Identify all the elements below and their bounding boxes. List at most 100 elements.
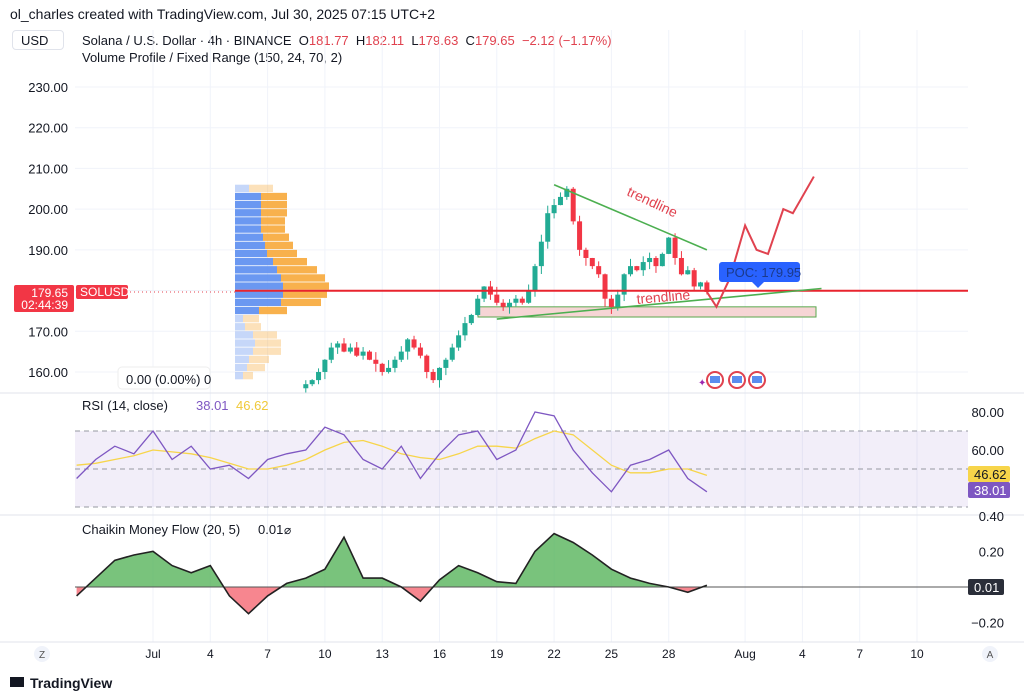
candle [494, 294, 500, 303]
time-tick-label: 28 [662, 647, 676, 661]
volume-profile-up-bar [235, 184, 249, 193]
tradingview-logo-icon [10, 677, 24, 687]
volume-legend: 0.00 (0.00%) 0 [126, 372, 211, 387]
candle [647, 257, 653, 263]
currency-button[interactable]: USD [12, 30, 64, 50]
rsi-label[interactable]: RSI (14, close) [82, 398, 168, 413]
cmf-label[interactable]: Chaikin Money Flow (20, 5) [82, 522, 240, 537]
volume-profile-legend[interactable]: Volume Profile / Fixed Range (150, 24, 7… [82, 50, 343, 65]
cmf-pane: 0.40 0.20 −0.20 0.01 [75, 509, 1004, 631]
time-axis[interactable]: Jul 4 7 10 13 16 19 22 25 28 Aug 4 7 10 [145, 647, 924, 661]
candle [500, 302, 506, 307]
zoom-reset-button[interactable]: Z [34, 646, 50, 662]
symbol-legend[interactable]: Solana / U.S. Dollar · 4h · BINANCE O181… [82, 33, 612, 48]
candle [545, 213, 551, 242]
time-tick-label: 13 [376, 647, 390, 661]
candle [659, 253, 665, 267]
z-button-label: Z [39, 650, 45, 661]
volume-profile-down-bar [277, 266, 317, 274]
candle [398, 351, 404, 360]
volume-profile-up-bar [235, 298, 281, 307]
us-flag-event-icon-fill [710, 376, 720, 383]
rsi-tag [968, 482, 1010, 498]
candle [666, 237, 672, 254]
candle [373, 359, 379, 364]
volume-profile-down-bar [261, 192, 287, 201]
symbol-name: Solana / U.S. Dollar · 4h · BINANCE [82, 33, 292, 48]
volume-profile-down-bar [243, 314, 259, 323]
volume-profile-down-bar [263, 233, 289, 241]
grid [75, 30, 968, 642]
candle [551, 205, 557, 214]
open-label: O [298, 33, 309, 48]
candle [456, 335, 462, 348]
trendline-label-lower: trendline [636, 286, 691, 307]
volume-profile-down-bar [245, 323, 261, 331]
price-tick-label: 190.00 [28, 243, 68, 258]
candle [602, 274, 608, 299]
open-value: 181.77 [308, 33, 349, 48]
us-flag-event-icon-fill [752, 376, 762, 383]
economic-events[interactable]: ✦ [698, 371, 766, 389]
volume-profile-up-bar [235, 217, 261, 225]
candle [621, 274, 627, 295]
candle [316, 371, 322, 381]
volume-profile-up-bar [235, 306, 259, 315]
volume-profile-up-bar [235, 363, 247, 372]
volume-profile-up-bar [235, 314, 243, 323]
cmf-tick-label: 0.40 [979, 509, 1004, 524]
candle [653, 257, 659, 267]
time-tick-label: 7 [856, 647, 863, 661]
time-tick-label: 16 [433, 647, 447, 661]
candle [583, 249, 589, 258]
price-tick-label: 170.00 [28, 324, 68, 339]
volume-profile-down-bar [261, 209, 287, 217]
chart-credit: ol_charles created with TradingView.com,… [10, 6, 436, 22]
price-tag-price: 179.65 [31, 286, 68, 300]
hidden-eye-icon[interactable]: ⌀ [284, 523, 291, 537]
candle [698, 282, 704, 287]
price-axis[interactable]: 230.00 220.00 210.00 200.00 190.00 170.00 160.… [28, 80, 68, 380]
tradingview-logo[interactable]: TradingView [10, 675, 112, 691]
candle [360, 351, 366, 356]
volume-profile-up-bar [235, 323, 245, 331]
rsi-tag-value: 38.01 [974, 483, 1007, 498]
volume-profile-down-bar [255, 339, 281, 347]
candle [640, 262, 646, 271]
volume-profile-down-bar [261, 225, 285, 233]
candle [507, 302, 513, 307]
candle [322, 359, 328, 372]
candle [437, 367, 442, 381]
time-tick-label: 4 [799, 647, 806, 661]
poc-label-text: POC: 179.95 [726, 265, 801, 280]
projection-path[interactable] [706, 176, 815, 309]
volume-profile-down-bar [243, 371, 253, 380]
candle [589, 257, 595, 267]
volume-profile-up-bar [235, 371, 243, 380]
poc-label: POC: 179.95 [719, 262, 801, 288]
time-tick-label: Aug [734, 647, 755, 661]
candle [526, 290, 532, 303]
auto-scale-button[interactable]: A [982, 646, 998, 662]
currency-label: USD [21, 33, 49, 48]
volume-profile-up-bar [235, 249, 267, 258]
cmf-tag [968, 579, 1004, 595]
time-tick-label: 10 [910, 647, 924, 661]
rsi-ma-tag [968, 466, 1010, 482]
candle [347, 347, 353, 352]
trendlines[interactable] [496, 183, 822, 320]
price-tick-label: 230.00 [28, 80, 68, 95]
poc-label-box [719, 262, 800, 282]
candle [309, 380, 315, 385]
a-button-label: A [987, 650, 994, 661]
candle [596, 266, 602, 275]
rsi-line [76, 411, 708, 493]
candle [685, 270, 691, 275]
rsi-value: 38.01 [196, 398, 229, 413]
candle [462, 323, 468, 336]
tradingview-logo-text: TradingView [30, 675, 112, 691]
rsi-ma-value: 46.62 [236, 398, 269, 413]
candle [608, 298, 614, 307]
trendline [553, 183, 708, 251]
